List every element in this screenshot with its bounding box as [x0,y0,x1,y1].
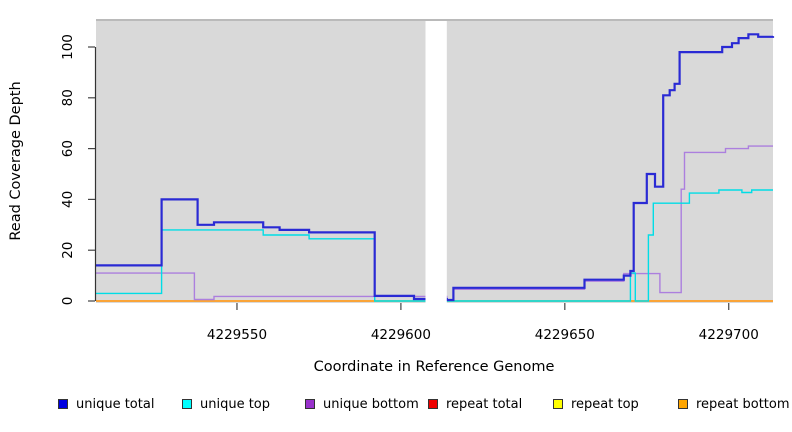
y-tick-label: 100 [60,34,76,60]
x-axis-title: Coordinate in Reference Genome [314,359,555,375]
legend-label: unique top [200,396,271,412]
legend-label: repeat bottom [696,396,790,412]
x-tick-label: 4229650 [535,327,595,343]
y-axis-title: Read Coverage Depth [8,81,24,240]
legend-item-repeat-top: repeat top [553,393,639,415]
x-tick-label: 4229550 [207,327,267,343]
legend-label: repeat total [446,396,523,412]
legend-item-unique-bottom: unique bottom [305,393,419,415]
series-line-unique-total [96,33,775,302]
x-tick-label: 4229600 [371,327,431,343]
x-tick-label: 4229700 [699,327,759,343]
axis-layer: 4229550 4229600 4229650 4229700 0 20 40 60 80 100 [60,34,759,343]
chart-legend: unique total unique top unique bottom re… [0,393,792,419]
series-line-unique-top [96,189,773,302]
legend-label: unique total [76,396,155,412]
repeat-bottom-swatch-icon [678,399,688,409]
legend-label: repeat top [571,396,639,412]
y-tick-label: 80 [60,89,76,106]
repeat-top-swatch-icon [553,399,563,409]
unique-bottom-swatch-icon [305,399,315,409]
repeat-total-swatch-icon [428,399,438,409]
legend-item-unique-top: unique top [182,393,270,415]
y-tick-label: 0 [60,297,76,306]
legend-item-repeat-bottom: repeat bottom [678,393,790,415]
legend-item-repeat-total: repeat total [428,393,522,415]
y-tick-label: 60 [60,140,76,157]
legend-item-unique-total: unique total [58,393,154,415]
unique-total-swatch-icon [58,399,68,409]
y-tick-label: 40 [60,191,76,208]
missing-data-gap [425,21,447,303]
unique-top-swatch-icon [182,399,192,409]
y-tick-label: 20 [60,242,76,259]
legend-label: unique bottom [323,396,419,412]
